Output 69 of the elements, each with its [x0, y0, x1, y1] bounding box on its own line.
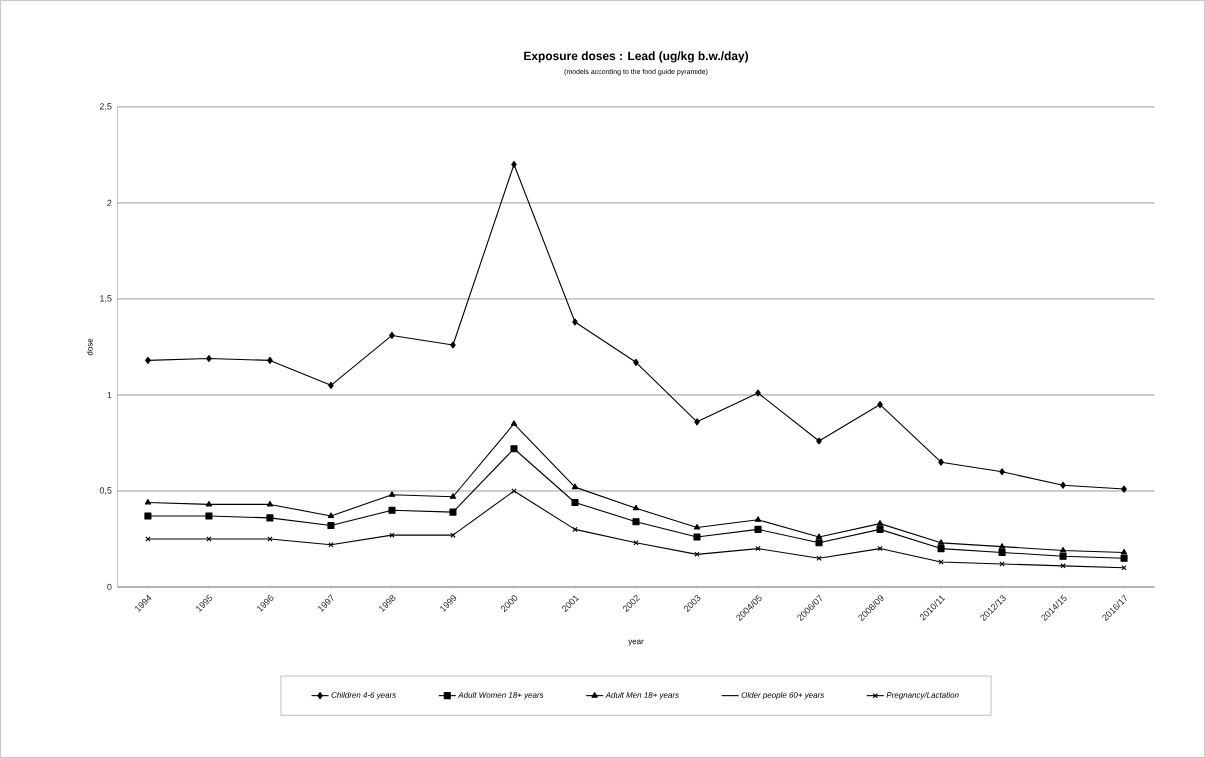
point [816, 555, 822, 561]
point [754, 525, 762, 533]
point [1121, 485, 1127, 493]
point [998, 543, 1006, 549]
point [267, 356, 273, 364]
point [205, 512, 213, 520]
point [327, 522, 335, 530]
point [999, 561, 1005, 567]
point [998, 548, 1006, 556]
point [572, 318, 578, 326]
point [328, 542, 334, 548]
point [571, 499, 579, 507]
point [510, 420, 518, 426]
point [755, 389, 761, 397]
point [755, 545, 761, 552]
chart-title: Exposure doses : Lead (ug/kg b.w./day) [524, 51, 749, 63]
point [633, 540, 639, 546]
point [999, 468, 1005, 476]
point [145, 356, 151, 364]
point [1059, 552, 1067, 560]
point [1060, 481, 1066, 489]
point [815, 539, 823, 547]
y-tick-label: 2 [107, 199, 112, 207]
point [816, 437, 822, 445]
point [633, 358, 639, 366]
point [388, 491, 396, 497]
point [206, 536, 212, 542]
point [1060, 563, 1066, 569]
point [571, 483, 579, 490]
point [511, 161, 517, 169]
point [693, 523, 701, 530]
y-tick-label: 1 [107, 391, 112, 399]
point [1120, 554, 1128, 562]
point [876, 525, 884, 533]
y-tick-label: 1,5 [100, 295, 112, 303]
point [694, 551, 700, 558]
point [938, 458, 944, 466]
point [327, 512, 335, 519]
y-tick-label: 2,5 [99, 103, 112, 111]
point [1059, 547, 1067, 553]
point [877, 401, 883, 409]
point [632, 518, 640, 526]
point [815, 533, 823, 540]
point [328, 381, 334, 389]
point [449, 493, 457, 499]
point [388, 506, 396, 514]
point [754, 516, 762, 522]
point [449, 508, 457, 516]
point [876, 520, 884, 526]
y-tick-label: 0,5 [99, 487, 112, 495]
point [877, 545, 883, 552]
point [694, 418, 700, 426]
point [632, 504, 640, 511]
point [450, 532, 456, 538]
point [450, 341, 456, 349]
point [266, 500, 274, 507]
point [693, 533, 701, 541]
point [266, 514, 274, 522]
point [144, 499, 152, 505]
point [205, 500, 213, 507]
point [389, 331, 395, 339]
point [1120, 548, 1128, 555]
point [572, 526, 578, 533]
point [389, 532, 395, 538]
point [144, 512, 152, 520]
point [937, 539, 945, 545]
y-tick-label: 0 [107, 583, 112, 591]
point [510, 445, 518, 453]
point [937, 545, 945, 553]
